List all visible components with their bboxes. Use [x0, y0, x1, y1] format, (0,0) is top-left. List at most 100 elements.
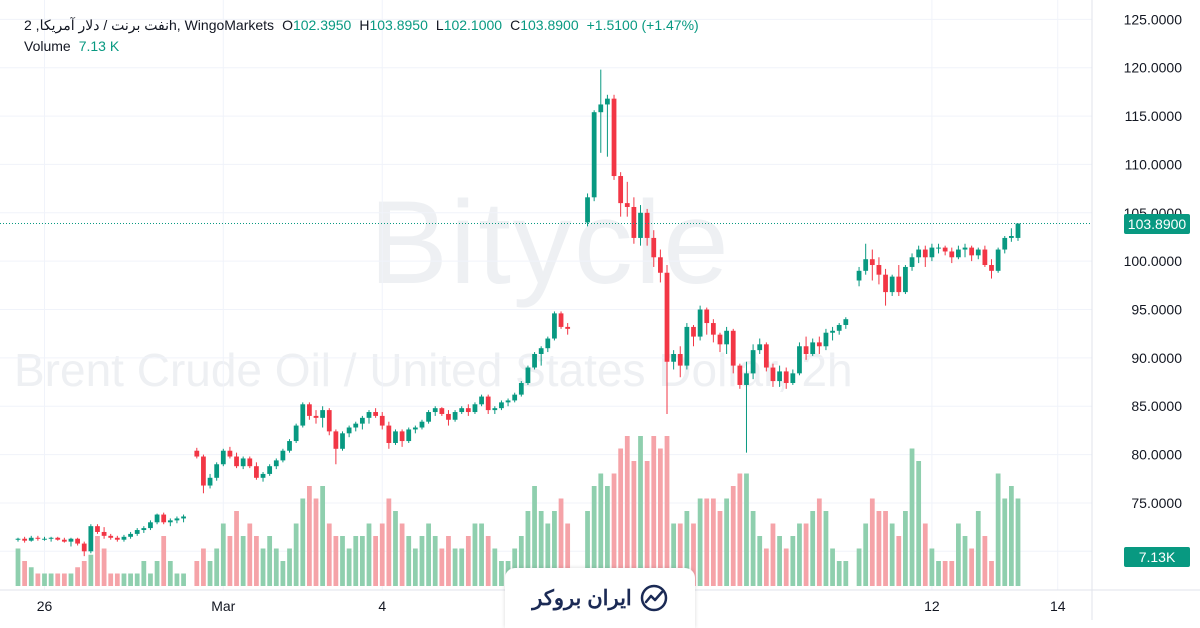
volume-bar — [671, 523, 677, 586]
candle-body — [505, 400, 511, 403]
last-volume-tag: 7.13K — [1124, 547, 1190, 567]
candle-body — [777, 371, 782, 382]
candle-body — [823, 332, 829, 347]
watermark-symbol: Brent Crude Oil / United States Dollar, … — [14, 344, 853, 396]
volume-bar — [220, 523, 226, 586]
candle-body — [121, 536, 127, 540]
volume-bar — [949, 561, 955, 586]
candle-body — [359, 417, 365, 424]
candle-body — [148, 522, 153, 529]
volume-bar — [658, 448, 663, 586]
volume-bar — [114, 573, 120, 586]
candle-body — [214, 464, 220, 478]
volume-bar — [843, 561, 849, 586]
candle-body — [836, 324, 842, 331]
y-tick-label: 125.0000 — [1124, 11, 1183, 27]
volume-bar — [856, 548, 862, 586]
brand-name: ایران بروکر — [532, 586, 632, 610]
candle-body — [545, 338, 551, 349]
candle-body — [916, 249, 922, 258]
candle-body — [591, 112, 597, 198]
candle-body — [419, 421, 425, 428]
volume-bar — [598, 473, 604, 586]
volume-bar — [552, 511, 557, 586]
candle-body — [770, 367, 776, 382]
candle-body — [406, 429, 412, 442]
candle-body — [194, 450, 200, 457]
candle-body — [830, 330, 835, 333]
volume-bar — [982, 536, 988, 586]
candle-body — [936, 247, 941, 249]
candle-body — [929, 247, 935, 258]
candle-body — [1002, 237, 1008, 250]
candle-body — [876, 265, 882, 275]
volume-bar — [532, 486, 537, 586]
volume-bar — [611, 473, 617, 586]
volume-bar — [545, 523, 551, 586]
brand-badge[interactable]: ایران بروکر — [505, 568, 695, 628]
y-tick-label: 95.0000 — [1131, 302, 1182, 318]
volume-bar — [81, 561, 87, 586]
volume-bar — [889, 523, 895, 586]
candle-body — [293, 425, 299, 442]
volume-bar — [1015, 498, 1021, 586]
volume-bar — [485, 536, 491, 586]
change-value: +1.5100 (+1.47%) — [586, 17, 699, 33]
volume-bar — [300, 498, 306, 586]
candle-body — [803, 346, 809, 354]
candle-body — [492, 408, 498, 411]
volume-bar — [770, 523, 776, 586]
candle-body — [181, 516, 186, 519]
volume-bar — [287, 548, 292, 586]
volume-bar — [518, 536, 524, 586]
volume-bar — [995, 473, 1001, 586]
candle-body — [671, 354, 677, 362]
candle-body — [379, 415, 385, 426]
candle-body — [472, 404, 478, 413]
volume-bar — [538, 511, 544, 586]
volume-bar — [1002, 498, 1008, 586]
volume-bar — [88, 554, 94, 586]
candle-body — [75, 538, 80, 544]
volume-bar — [95, 536, 100, 586]
candle-body — [737, 365, 743, 385]
volume-bar — [240, 536, 246, 586]
candle-body — [154, 514, 160, 523]
volume-bar — [757, 536, 763, 586]
candle-body — [88, 526, 94, 552]
volume-bar — [525, 511, 531, 586]
volume-bar — [956, 523, 961, 586]
candle-body — [333, 431, 339, 449]
candle-body — [485, 396, 491, 411]
volume-value: 7.13 K — [78, 38, 120, 54]
candle-body — [989, 265, 994, 271]
volume-bar — [68, 573, 74, 586]
y-tick-label: 90.0000 — [1131, 350, 1182, 366]
candle-body — [863, 259, 869, 271]
volume-bar — [260, 548, 266, 586]
volume-bar — [267, 536, 273, 586]
volume-bar — [664, 436, 670, 586]
volume-bar — [863, 523, 869, 586]
volume-bar — [677, 523, 683, 586]
candle-body — [558, 313, 564, 327]
volume-bar — [479, 523, 484, 586]
volume-bar — [585, 511, 590, 586]
volume-bar — [783, 548, 789, 586]
symbol-title[interactable]: نفت برنت / دلار آمریکا, 2h, WingoMarkets — [24, 17, 275, 33]
volume-bar — [704, 498, 710, 586]
candle-body — [638, 212, 643, 238]
candle-body — [161, 514, 167, 523]
volume-bar — [181, 573, 186, 586]
candle-body — [843, 319, 849, 325]
x-tick-label: 12 — [924, 598, 940, 614]
volume-bar — [161, 536, 167, 586]
candle-body — [128, 533, 133, 537]
candle-body — [15, 538, 21, 540]
volume-bar — [710, 498, 716, 586]
candle-body — [618, 176, 624, 204]
volume-bar — [691, 523, 696, 586]
candle-body — [366, 412, 372, 418]
